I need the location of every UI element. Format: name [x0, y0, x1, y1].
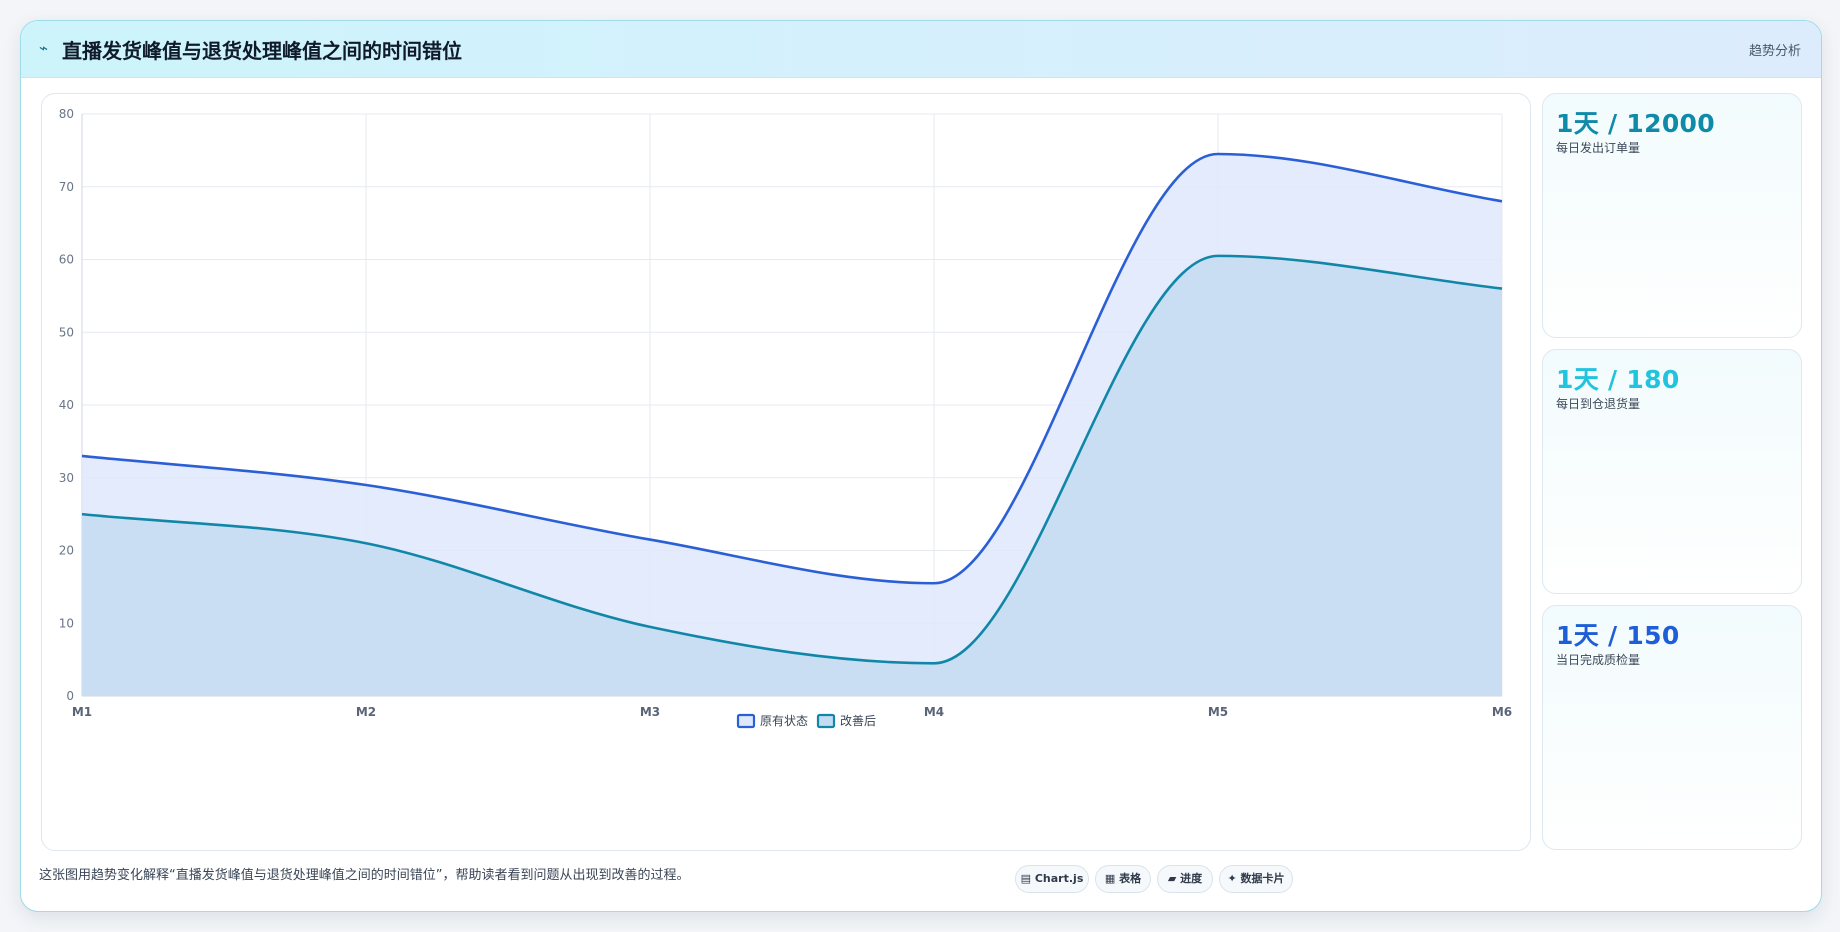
- y-tick-label: 60: [59, 253, 74, 267]
- y-tick-label: 30: [59, 471, 74, 485]
- stat-value: 1天 / 12000: [1556, 109, 1715, 138]
- y-tick-label: 40: [59, 398, 74, 412]
- chart-panel: 0 10 20 30 40 50 60 70 80 M1 M2 M3 M4 M5 M6 原有状态 改善后: [41, 93, 1531, 851]
- table-icon: ▦: [1104, 872, 1116, 885]
- card-header: ⌁ 直播发货峰值与退货处理峰值之间的时间错位 趋势分析: [21, 21, 1821, 78]
- legend-label[interactable]: 原有状态: [760, 714, 808, 728]
- card-icon: ✦: [1227, 872, 1237, 885]
- y-tick-label: 50: [59, 325, 74, 339]
- pill-table[interactable]: ▦ 表格: [1095, 865, 1151, 893]
- stat-value: 1天 / 150: [1556, 621, 1680, 650]
- x-tick-label: M5: [1208, 705, 1228, 719]
- stat-card-inspection: 1天 / 150 当日完成质检量: [1542, 605, 1802, 850]
- y-axis-ticks: 0 10 20 30 40 50 60 70 80: [59, 107, 74, 703]
- pill-chartjs[interactable]: ▤ Chart.js: [1015, 865, 1089, 893]
- x-tick-label: M4: [924, 705, 944, 719]
- y-tick-label: 80: [59, 107, 74, 121]
- pill-data-card[interactable]: ✦ 数据卡片: [1219, 865, 1293, 893]
- stat-card-orders: 1天 / 12000 每日发出订单量: [1542, 93, 1802, 338]
- trend-icon: ⌁: [39, 39, 49, 57]
- progress-icon: ▰: [1167, 872, 1177, 885]
- stat-label: 每日到仓退货量: [1556, 397, 1641, 411]
- category-tag: 趋势分析: [1748, 44, 1801, 59]
- x-tick-label: M3: [640, 705, 660, 719]
- legend-label[interactable]: 改善后: [840, 713, 876, 728]
- y-tick-label: 10: [59, 616, 74, 630]
- stat-label: 当日完成质检量: [1556, 653, 1641, 667]
- x-tick-label: M2: [356, 705, 376, 719]
- chart-icon: ▤: [1020, 872, 1032, 885]
- series-line-2: [81, 254, 1503, 665]
- page-title: 直播发货峰值与退货处理峰值之间的时间错位: [62, 39, 462, 63]
- pill-progress[interactable]: ▰ 进度: [1157, 865, 1213, 893]
- y-tick-label: 20: [59, 544, 74, 558]
- stat-label: 每日发出订单量: [1556, 141, 1641, 155]
- area-chart: 0 10 20 30 40 50 60 70 80 M1 M2 M3 M4 M5 M6 原有状态 改善后: [59, 107, 1512, 729]
- chart-description: 这张图用趋势变化解释“直播发货峰值与退货处理峰值之间的时间错位”，帮助读者看到问…: [39, 868, 690, 883]
- stat-value: 1天 / 180: [1556, 365, 1680, 394]
- chart-areas: [82, 154, 1502, 697]
- series-line-1: [81, 152, 1503, 585]
- stat-card-returns: 1天 / 180 每日到仓退货量: [1542, 349, 1802, 594]
- series-area-2: [82, 255, 1502, 697]
- legend-swatch: [816, 713, 836, 729]
- chart-lines: [81, 152, 1503, 665]
- x-axis-ticks: M1 M2 M3 M4 M5 M6: [72, 705, 1512, 719]
- x-tick-label: M6: [1492, 705, 1512, 719]
- legend-swatch: [736, 713, 756, 729]
- y-tick-label: 0: [66, 689, 74, 703]
- chart-card: ⌁ 直播发货峰值与退货处理峰值之间的时间错位 趋势分析 0 10 20 30 40 50 6…: [20, 20, 1822, 912]
- x-tick-label: M1: [72, 705, 92, 719]
- y-tick-label: 70: [59, 180, 74, 194]
- chart-legend: 原有状态 改善后: [736, 713, 876, 729]
